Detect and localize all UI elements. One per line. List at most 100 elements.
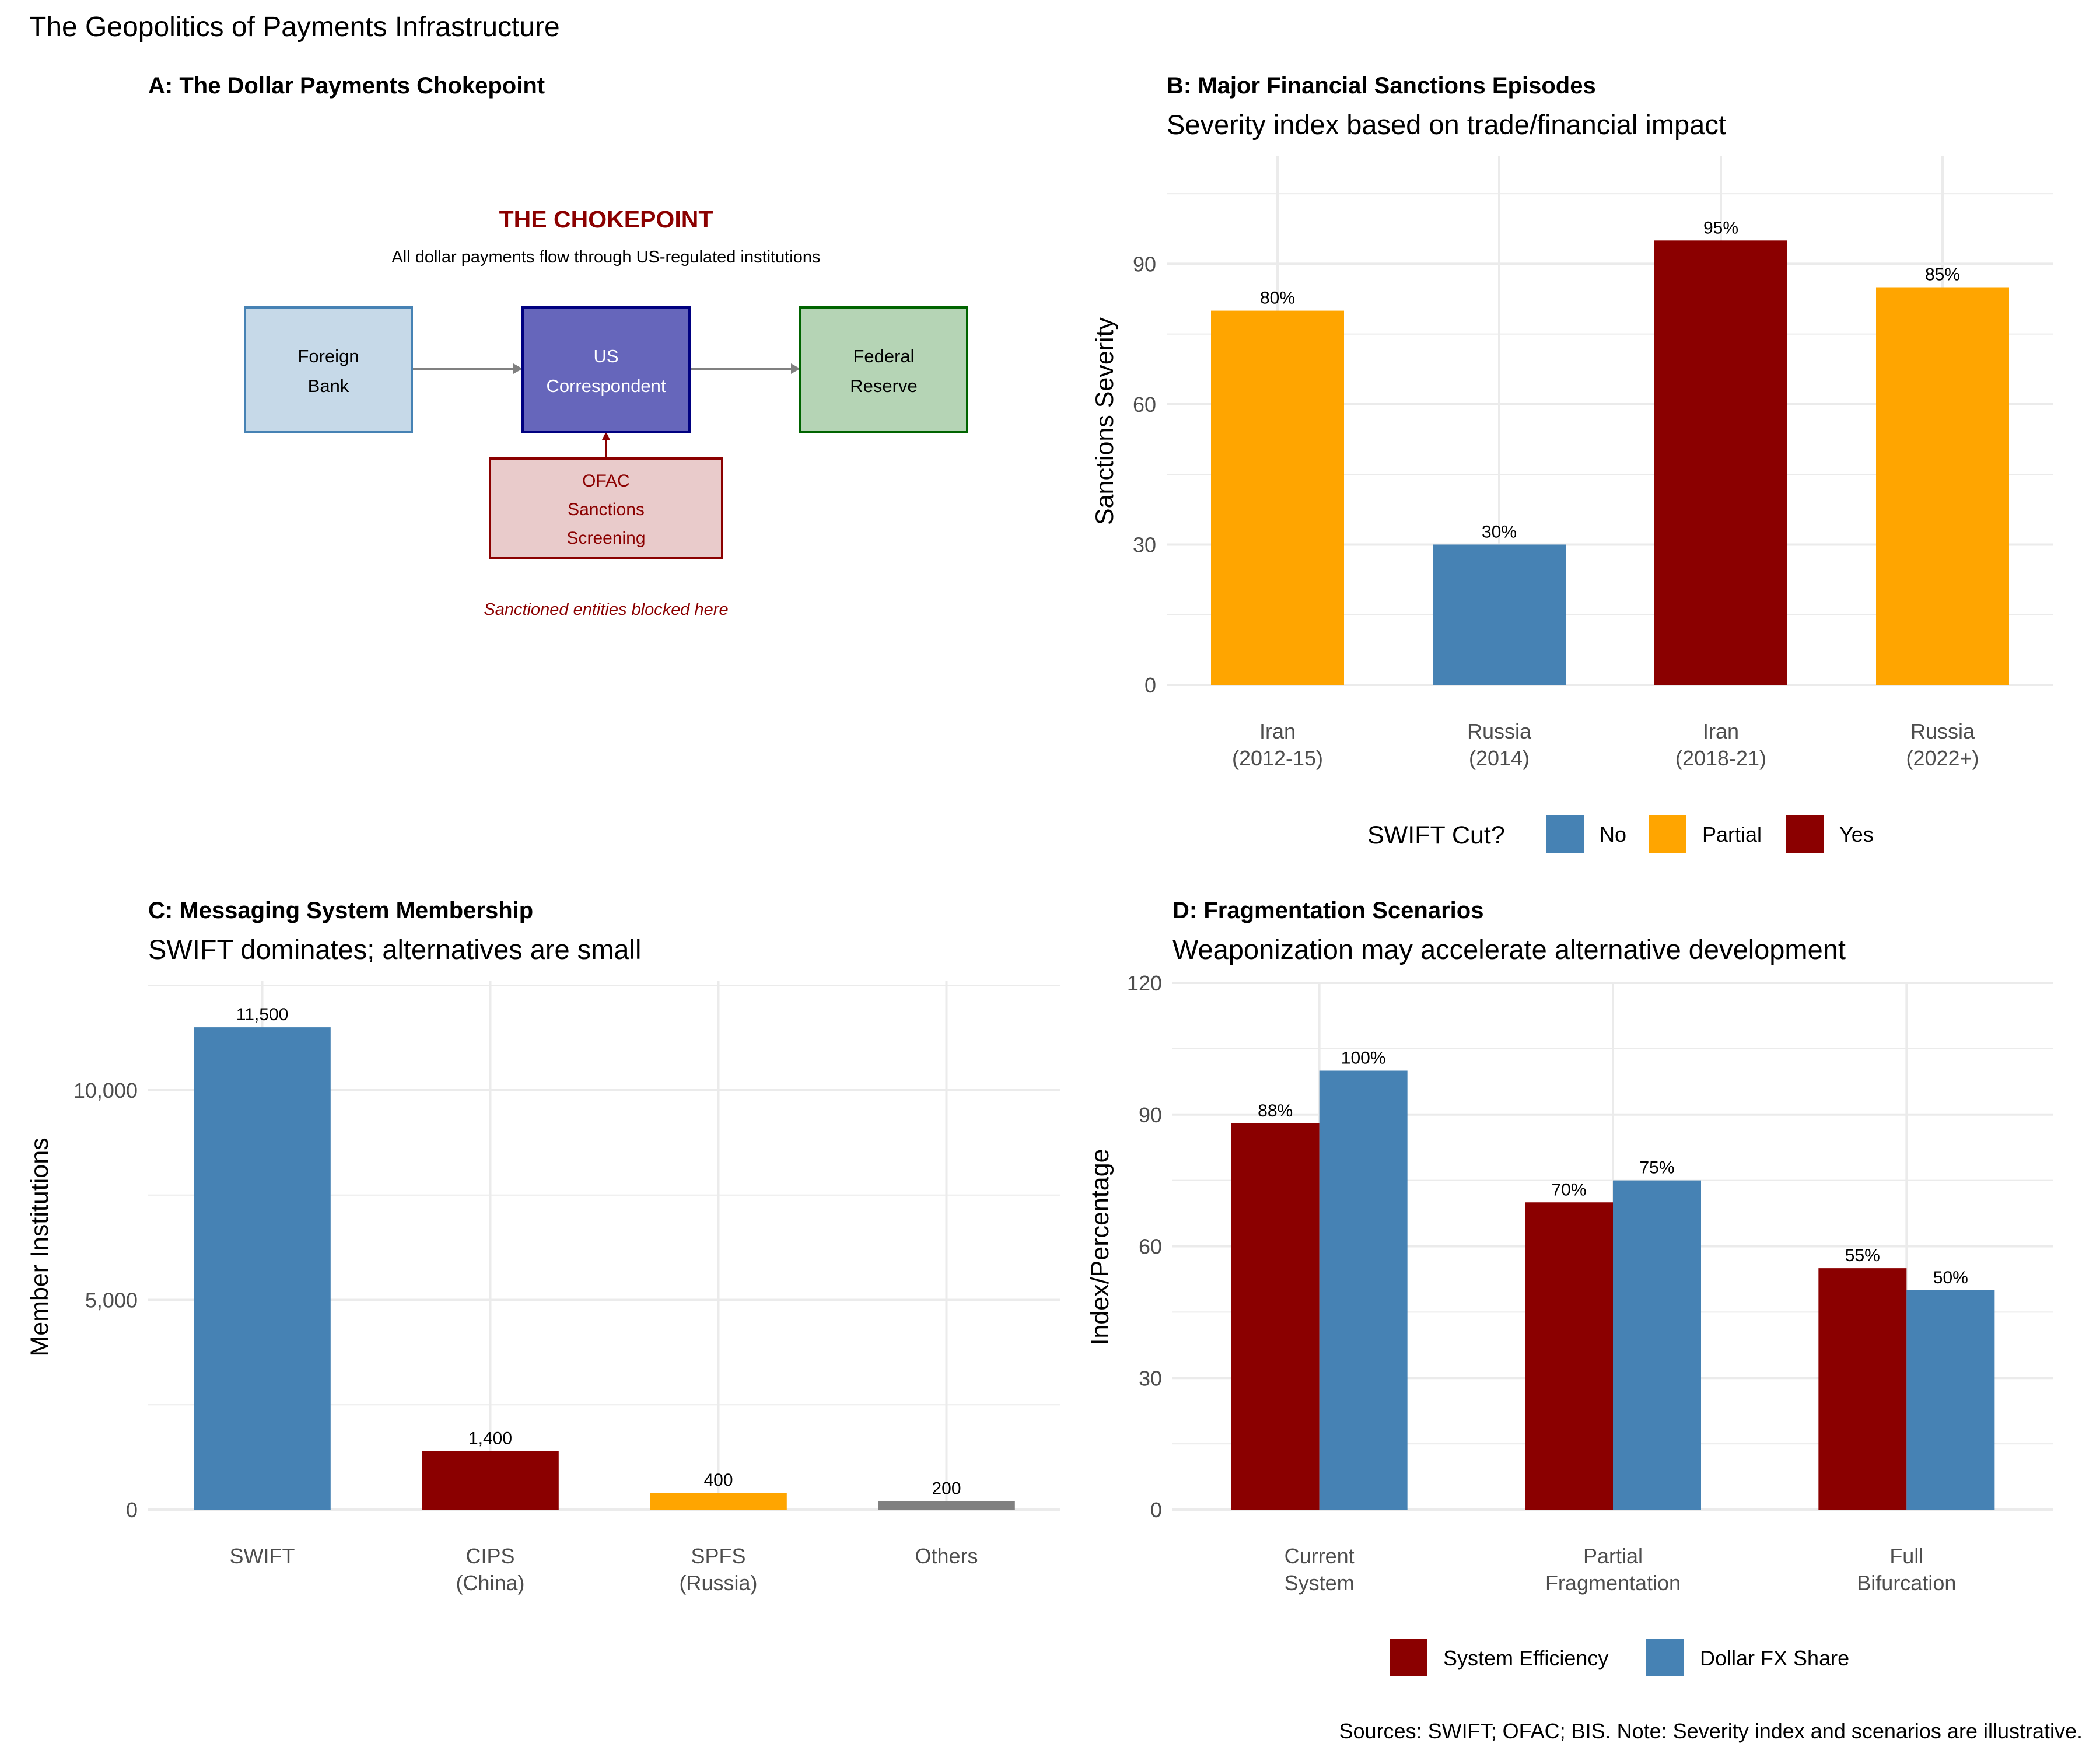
legend-label-yes: Yes: [1839, 822, 1874, 846]
x-tick-label: Fragmentation: [1545, 1571, 1681, 1595]
bar: [1876, 287, 2009, 685]
legend-swatch-no: [1546, 816, 1584, 853]
foreign-bank-label-1: Foreign: [298, 346, 359, 366]
panel-c-ylabel: Member Institutions: [26, 1138, 54, 1356]
panel-d: D: Fragmentation Scenarios Weaponization…: [1086, 898, 2053, 1676]
panel-a-title: A: The Dollar Payments Chokepoint: [148, 73, 545, 99]
ofac-label-1: OFAC: [582, 471, 630, 491]
x-tick-label: Russia: [1910, 719, 1975, 743]
legend-swatch-yes: [1786, 816, 1824, 853]
x-tick-label: Others: [915, 1544, 978, 1568]
panel-b-plot: 0 30 60 90 Iran (2012-15) Russia (2014) Iran (201…: [1133, 156, 2053, 770]
bar: [1433, 544, 1566, 685]
bar: [650, 1493, 787, 1510]
y-tick-label: 90: [1139, 1103, 1162, 1127]
x-tick-label: Partial: [1583, 1544, 1643, 1568]
bar-system-efficiency: [1818, 1268, 1907, 1510]
legend-swatch-system-efficiency: [1390, 1639, 1427, 1676]
data-label: 75%: [1639, 1158, 1674, 1178]
bar: [1654, 240, 1787, 685]
panel-b: B: Major Financial Sanctions Episodes Se…: [1091, 73, 2053, 853]
data-label: 30%: [1482, 522, 1517, 541]
legend-label-partial: Partial: [1702, 822, 1762, 846]
legend-swatch-dollar-fx-share: [1646, 1639, 1684, 1676]
legend-label-dollar-fx-share: Dollar FX Share: [1700, 1646, 1849, 1670]
blocked-note: Sanctioned entities blocked here: [484, 600, 728, 619]
data-label: 200: [932, 1479, 961, 1499]
panel-b-ylabel: Sanctions Severity: [1091, 317, 1119, 525]
bar-system-efficiency: [1525, 1202, 1613, 1510]
data-label: 55%: [1845, 1246, 1880, 1265]
y-tick-label: 0: [126, 1498, 138, 1522]
y-tick-label: 30: [1139, 1366, 1162, 1390]
y-tick-label: 30: [1133, 533, 1156, 556]
figure-caption: Sources: SWIFT; OFAC; BIS. Note: Severit…: [1339, 1719, 2082, 1743]
ofac-label-3: Screening: [566, 528, 645, 548]
bar: [422, 1451, 559, 1510]
bar-dollar-fx-share: [1319, 1070, 1408, 1510]
x-tick-label: Russia: [1467, 719, 1532, 743]
x-tick-label: Iran: [1703, 719, 1739, 743]
ofac-label-2: Sanctions: [568, 500, 645, 519]
bar-system-efficiency: [1231, 1123, 1320, 1510]
data-label: 400: [704, 1471, 733, 1490]
data-label: 70%: [1551, 1180, 1586, 1199]
x-tick-label: Current: [1284, 1544, 1354, 1568]
x-tick-label: SWIFT: [230, 1544, 295, 1568]
x-tick-label: (China): [456, 1571, 524, 1595]
federal-reserve-label-1: Federal: [853, 346, 914, 366]
bar-dollar-fx-share: [1613, 1180, 1701, 1510]
panel-d-ylabel: Index/Percentage: [1086, 1149, 1114, 1345]
panel-b-subtitle: Severity index based on trade/financial …: [1167, 109, 1726, 140]
y-tick-label: 120: [1127, 971, 1162, 995]
legend-swatch-partial: [1649, 816, 1686, 853]
bar-dollar-fx-share: [1906, 1290, 1995, 1510]
ofac-box: OFAC Sanctions Screening: [489, 457, 723, 559]
data-label: 85%: [1925, 265, 1960, 284]
x-tick-label: (2014): [1469, 746, 1530, 770]
arrow-head-ofac-to-us: [602, 432, 610, 440]
x-tick-label: (2018-21): [1675, 746, 1766, 770]
arrow-head-us-to-fed: [791, 363, 800, 374]
panel-c-plot: 0 5,000 10,000 SWIFT CIPS (China) SPFS (Russia)…: [74, 981, 1060, 1595]
data-label: 1,400: [468, 1429, 512, 1448]
y-tick-label: 0: [1144, 673, 1156, 697]
panel-c: C: Messaging System Membership SWIFT dom…: [26, 898, 1060, 1595]
data-label: 88%: [1258, 1101, 1293, 1121]
data-label: 80%: [1260, 289, 1295, 308]
figure-title: The Geopolitics of Payments Infrastructu…: [29, 12, 560, 43]
y-tick-label: 90: [1133, 252, 1156, 276]
x-tick-label: (2012-15): [1232, 746, 1323, 770]
data-label: 11,500: [236, 1005, 289, 1024]
us-correspondent-box: US Correspondent: [522, 306, 691, 433]
y-tick-label: 60: [1139, 1235, 1162, 1259]
panel-b-legend-title: SWIFT Cut?: [1367, 821, 1505, 849]
y-tick-label: 5,000: [85, 1288, 138, 1312]
panel-d-subtitle: Weaponization may accelerate alternative…: [1172, 934, 1846, 965]
y-tick-label: 60: [1133, 393, 1156, 416]
us-correspondent-label-2: Correspondent: [546, 376, 666, 396]
x-tick-label: Bifurcation: [1857, 1571, 1956, 1595]
x-tick-label: Iran: [1259, 719, 1296, 743]
x-tick-label: Full: [1889, 1544, 1923, 1568]
bar: [878, 1501, 1015, 1510]
arrow-head-foreign-to-us: [513, 363, 523, 374]
bar: [194, 1027, 331, 1510]
federal-reserve-label-2: Reserve: [850, 376, 917, 396]
y-tick-label: 10,000: [74, 1079, 138, 1102]
data-label: 100%: [1341, 1049, 1386, 1068]
chokepoint-subheading: All dollar payments flow through US-regu…: [391, 248, 820, 267]
panel-d-legend: System Efficiency Dollar FX Share: [1390, 1639, 1849, 1676]
legend-label-no: No: [1600, 822, 1626, 846]
federal-reserve-box: Federal Reserve: [799, 306, 968, 433]
foreign-bank-box: Foreign Bank: [244, 306, 413, 433]
panel-a: A: The Dollar Payments Chokepoint THE CH…: [148, 73, 968, 619]
x-tick-label: CIPS: [466, 1544, 514, 1568]
panel-d-plot: 0 30 60 90 120 Current System Partial Fragmentat…: [1127, 971, 2053, 1595]
panel-b-legend: SWIFT Cut? No Partial Yes: [1367, 816, 1874, 853]
panel-b-title: B: Major Financial Sanctions Episodes: [1167, 73, 1596, 99]
x-tick-label: (Russia): [679, 1571, 757, 1595]
legend-label-system-efficiency: System Efficiency: [1443, 1646, 1608, 1670]
data-label: 50%: [1933, 1268, 1968, 1287]
